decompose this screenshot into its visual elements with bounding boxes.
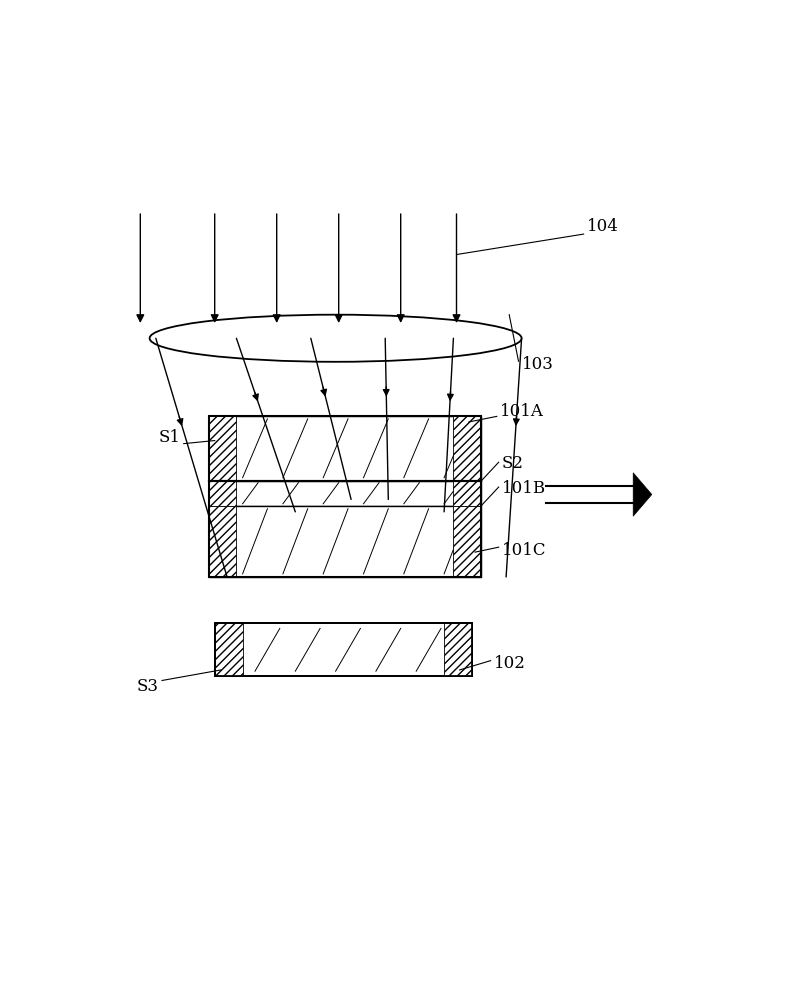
- Bar: [209, 481, 482, 505]
- Bar: [209, 415, 237, 481]
- Text: 104: 104: [586, 219, 618, 235]
- Bar: [209, 415, 482, 577]
- Text: S3: S3: [137, 678, 159, 695]
- Text: 101B: 101B: [502, 480, 546, 496]
- Text: S2: S2: [502, 455, 524, 472]
- Text: 101A: 101A: [500, 403, 544, 420]
- Bar: [454, 481, 482, 505]
- Bar: [454, 415, 482, 481]
- Polygon shape: [634, 473, 652, 516]
- Bar: [209, 415, 482, 481]
- Bar: [214, 623, 472, 676]
- Text: 101C: 101C: [502, 542, 546, 559]
- Bar: [209, 505, 482, 577]
- Bar: [209, 505, 237, 577]
- Text: 103: 103: [522, 356, 554, 373]
- Bar: [209, 481, 237, 505]
- Bar: [214, 623, 472, 676]
- Text: 102: 102: [494, 656, 526, 673]
- Text: S1: S1: [158, 429, 181, 446]
- Bar: [214, 623, 242, 676]
- Bar: [444, 623, 472, 676]
- Bar: [454, 505, 482, 577]
